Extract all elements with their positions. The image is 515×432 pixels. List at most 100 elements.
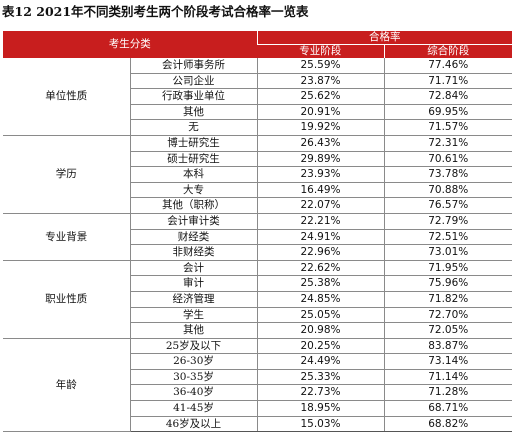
professional-rate-cell: 22.07% [256,197,384,214]
professional-rate-cell: 20.25% [256,338,384,355]
group-label: 学历 [3,135,130,214]
table-row: 其他 20.91% 69.95% [3,104,512,121]
subcategory-cell: 非财经类 [129,244,257,261]
header-row-bottom: 专业阶段 综合阶段 [3,44,512,58]
table-row: 专业背景 会计审计类 22.21% 72.79% [3,213,512,261]
table-row: 其他（职称） 22.07% 76.57% [3,197,512,214]
table-row: 26-30岁 24.49% 73.14% [3,353,512,370]
table-body: 单位性质 会计师事务所 25.59% 77.46% 公司企业 23.87% 71.71% 行政… [3,58,512,432]
professional-rate-cell: 15.03% [256,416,384,432]
comprehensive-rate-cell: 68.82% [383,416,512,432]
subcategory-cell: 26-30岁 [129,353,257,370]
subcategory-cell: 学生 [129,307,257,324]
table-row: 经济管理 24.85% 71.82% [3,291,512,308]
table-row: 无 19.92% 71.57% [3,119,512,136]
professional-rate-cell: 22.73% [256,384,384,402]
professional-rate-cell: 20.91% [256,104,384,121]
professional-rate-cell: 25.62% [256,88,384,105]
group-label: 职业性质 [3,260,130,339]
table-row: 公司企业 23.87% 71.71% [3,73,512,90]
table-row: 学生 25.05% 72.70% [3,307,512,324]
group-label: 专业背景 [3,213,130,261]
comprehensive-rate-cell: 71.28% [383,384,512,402]
pass-rate-table: 考生分类 合格率 专业阶段 综合阶段 单位性质 会计师事务所 25.59% 77.46… [3,31,512,432]
professional-rate-cell: 23.87% [256,73,384,90]
comprehensive-rate-cell: 71.57% [383,119,512,136]
professional-rate-cell: 22.62% [256,260,384,277]
professional-rate-cell: 23.93% [256,166,384,183]
table-row: 本科 23.93% 73.78% [3,166,512,183]
header-pass-rate: 合格率 [256,31,512,45]
comprehensive-rate-cell: 71.71% [383,73,512,90]
comprehensive-rate-cell: 71.82% [383,291,512,308]
table-title: 表12 2021年不同类别考生两个阶段考试合格率一览表 [2,4,309,19]
comprehensive-rate-cell: 71.14% [383,369,512,386]
professional-rate-cell: 24.85% [256,291,384,308]
subcategory-cell: 25岁及以下 [129,338,257,355]
table-row: 其他 20.98% 72.05% [3,322,512,339]
subcategory-cell: 审计 [129,275,257,292]
comprehensive-rate-cell: 72.51% [383,229,512,246]
header-row-top: 考生分类 合格率 [3,31,512,58]
comprehensive-rate-cell: 83.87% [383,338,512,355]
comprehensive-rate-cell: 77.46% [383,58,512,74]
subcategory-cell: 30-35岁 [129,369,257,386]
subcategory-cell: 其他 [129,322,257,339]
table-row: 36-40岁 22.73% 71.28% [3,384,512,402]
subcategory-cell: 46岁及以上 [129,416,257,432]
subcategory-cell: 财经类 [129,229,257,246]
subcategory-cell: 大专 [129,182,257,199]
header-comprehensive-stage: 综合阶段 [383,44,512,58]
comprehensive-rate-cell: 70.88% [383,182,512,199]
table-row: 职业性质 会计 22.62% 71.95% [3,260,512,339]
group-label: 单位性质 [3,58,130,136]
comprehensive-rate-cell: 72.05% [383,322,512,339]
professional-rate-cell: 25.33% [256,369,384,386]
professional-rate-cell: 29.89% [256,151,384,168]
professional-rate-cell: 24.91% [256,229,384,246]
table-row: 41-45岁 18.95% 68.71% [3,400,512,417]
group-label: 年龄 [3,338,130,432]
professional-rate-cell: 25.38% [256,275,384,292]
professional-rate-cell: 16.49% [256,182,384,199]
comprehensive-rate-cell: 71.95% [383,260,512,277]
professional-rate-cell: 24.49% [256,353,384,370]
comprehensive-rate-cell: 72.79% [383,213,512,230]
header-category: 考生分类 [3,31,257,58]
comprehensive-rate-cell: 69.95% [383,104,512,121]
table-row: 硕士研究生 29.89% 70.61% [3,151,512,168]
subcategory-cell: 硕士研究生 [129,151,257,168]
table-row: 审计 25.38% 75.96% [3,275,512,292]
comprehensive-rate-cell: 72.31% [383,135,512,152]
professional-rate-cell: 25.05% [256,307,384,324]
table-row: 单位性质 会计师事务所 25.59% 77.46% [3,58,512,136]
subcategory-cell: 行政事业单位 [129,88,257,105]
comprehensive-rate-cell: 73.78% [383,166,512,183]
subcategory-cell: 博士研究生 [129,135,257,152]
professional-rate-cell: 26.43% [256,135,384,152]
comprehensive-rate-cell: 76.57% [383,197,512,214]
subcategory-cell: 会计审计类 [129,213,257,230]
professional-rate-cell: 22.21% [256,213,384,230]
subcategory-cell: 36-40岁 [129,384,257,402]
subcategory-cell: 公司企业 [129,73,257,90]
table-row: 学历 博士研究生 26.43% 72.31% [3,135,512,214]
subcategory-cell: 会计 [129,260,257,277]
table-row: 行政事业单位 25.62% 72.84% [3,88,512,105]
subcategory-cell: 经济管理 [129,291,257,308]
table-row: 财经类 24.91% 72.51% [3,229,512,246]
subcategory-cell: 无 [129,119,257,136]
subcategory-cell: 其他（职称） [129,197,257,214]
subcategory-cell: 本科 [129,166,257,183]
subcategory-cell: 其他 [129,104,257,121]
subcategory-cell: 会计师事务所 [129,58,257,74]
header-professional-stage: 专业阶段 [257,44,384,58]
comprehensive-rate-cell: 75.96% [383,275,512,292]
professional-rate-cell: 20.98% [256,322,384,339]
comprehensive-rate-cell: 73.14% [383,353,512,370]
table-row: 大专 16.49% 70.88% [3,182,512,199]
table-row: 年龄 25岁及以下 20.25% 83.87% [3,338,512,432]
table-row: 30-35岁 25.33% 71.14% [3,369,512,386]
comprehensive-rate-cell: 73.01% [383,244,512,261]
professional-rate-cell: 25.59% [256,58,384,74]
